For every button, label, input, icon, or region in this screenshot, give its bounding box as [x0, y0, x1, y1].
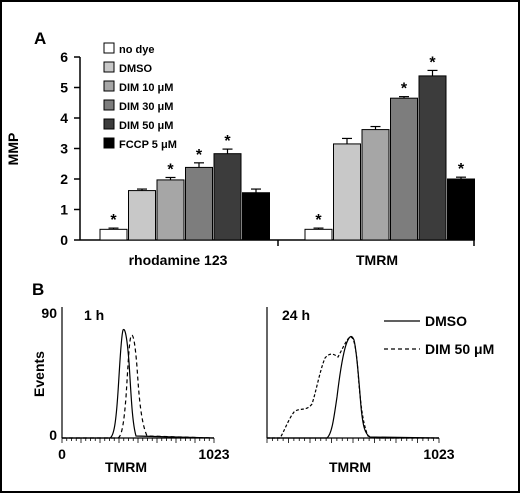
legend-swatch-4: [103, 118, 115, 130]
y-tick-label-6: 6: [60, 49, 68, 65]
legend-b-dim-label: DIM 50 μM: [425, 341, 494, 357]
significance-star-g1-s3: *: [401, 81, 408, 98]
histogram-24h-dmso-line: [267, 335, 440, 439]
bar-g0-s1: [128, 190, 156, 241]
y-tick-label-4: 4: [60, 110, 68, 126]
legend-b-dmso-label: DMSO: [425, 313, 467, 329]
panel-b-histograms: Events 90 0 1 h 0 1023 TMRM 24 h 1023 TM…: [31, 305, 494, 475]
histogram-1h-dim-line: [62, 334, 215, 439]
histogram-1h-minor-ticks: [61, 438, 215, 443]
histogram-24h-x-label: TMRM: [329, 459, 371, 475]
histogram-1h-x-tick-0: 0: [58, 446, 66, 462]
group-label-tmrm: TMRM: [356, 252, 398, 268]
legend-swatch-0: [103, 42, 115, 54]
bar-g1-s0: [304, 228, 333, 241]
significance-star-g0-s4: *: [224, 133, 231, 150]
panel-label-b: B: [32, 280, 44, 299]
panel-a-y-axis-label: MMP: [5, 133, 21, 166]
y-tick-label-1: 1: [60, 202, 68, 218]
legend-label-4: DIM 50 μM: [119, 120, 173, 132]
histogram-1h-y-tick-90: 90: [41, 305, 57, 321]
group-label-rhodamine-123: rhodamine 123: [129, 252, 228, 268]
histogram-24h-x-tick-1023: 1023: [423, 446, 454, 462]
histogram-1h: 90 0 1 h 0 1023 TMRM: [41, 305, 229, 475]
bar-g1-s2: [361, 129, 390, 241]
legend-swatch-1: [103, 61, 115, 73]
significance-star-g0-s0: *: [110, 212, 117, 229]
panel-a-y-ticks: 0 1 2 3 4 5 6: [60, 49, 80, 248]
significance-star-g0-s2: *: [167, 161, 174, 178]
significance-star-g1-s5: *: [458, 161, 465, 178]
y-tick-label-2: 2: [60, 171, 68, 187]
panel-label-a: A: [34, 29, 46, 48]
significance-star-g1-s4: *: [429, 54, 436, 71]
significance-star-g1-s0: *: [315, 212, 322, 229]
legend-swatch-3: [103, 99, 115, 111]
legend-label-3: DIM 30 μM: [119, 101, 173, 113]
bar-g1-s1: [333, 143, 361, 241]
bar-g0-s2: [156, 179, 185, 241]
bar-g1-s4: [418, 75, 447, 241]
histogram-24h-minor-ticks: [266, 438, 440, 443]
bar-g0-s3: [185, 166, 213, 241]
histogram-24h-dim-line: [267, 336, 439, 439]
histogram-24h-title: 24 h: [282, 307, 310, 323]
legend-label-2: DIM 10 μM: [119, 82, 173, 94]
legend-label-5: FCCP 5 μM: [119, 139, 177, 151]
histogram-1h-x-tick-1023: 1023: [198, 446, 229, 462]
legend-label-1: DMSO: [119, 63, 152, 75]
bar-g0-s0: [99, 228, 128, 241]
panel-a-bars: * * * * * * * *: [99, 54, 475, 241]
y-tick-label-3: 3: [60, 141, 68, 157]
bar-g1-s5: [447, 178, 475, 241]
histogram-1h-dmso-line: [62, 328, 215, 439]
panel-b-legend: DMSO DIM 50 μM: [384, 313, 494, 357]
histogram-1h-title: 1 h: [84, 307, 104, 323]
legend-label-0: no dye: [119, 44, 154, 56]
histogram-1h-x-label: TMRM: [105, 459, 147, 475]
bar-g0-s4: [213, 153, 242, 241]
bar-g1-s3: [390, 97, 418, 241]
y-tick-label-0: 0: [60, 232, 68, 248]
legend-swatch-5: [103, 137, 115, 149]
panel-a-legend: no dye DMSO DIM 10 μM DIM 30 μM DIM 50 μM FCC…: [103, 42, 177, 151]
histogram-1h-y-tick-0: 0: [49, 427, 57, 443]
significance-star-g0-s3: *: [196, 147, 203, 164]
legend-swatch-2: [103, 80, 115, 92]
histogram-24h: 24 h 1023 TMRM: [266, 307, 455, 475]
y-tick-label-5: 5: [60, 80, 68, 96]
panel-b-y-axis-label: Events: [31, 351, 47, 397]
bar-g0-s5: [242, 192, 270, 241]
